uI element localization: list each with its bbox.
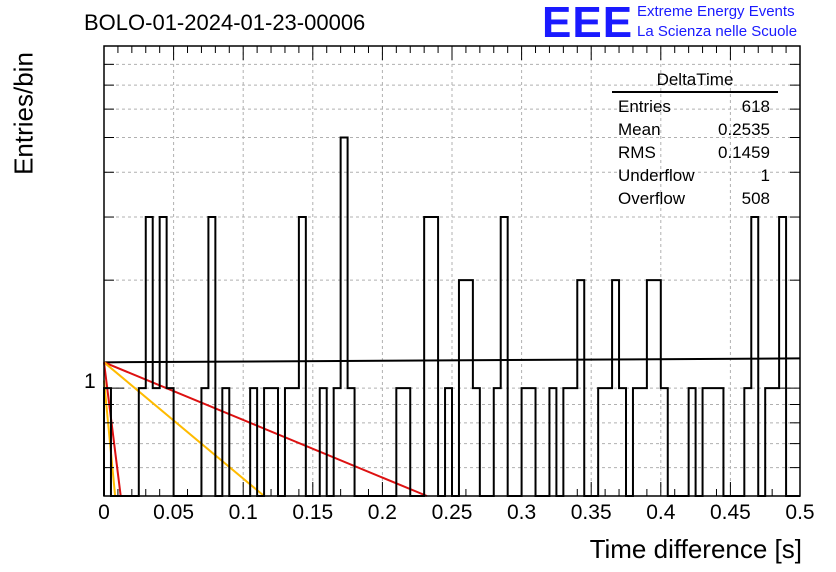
stats-box: DeltaTime Entries 618 Mean 0.2535 RMS 0.145… — [612, 70, 778, 210]
stats-value: 0.1459 — [718, 143, 770, 162]
stats-row-overflow: Overflow 508 — [612, 187, 778, 210]
x-tick-label: 0.25 — [431, 501, 473, 524]
fit-line — [103, 361, 265, 497]
stats-value: 618 — [741, 97, 770, 116]
x-tick-label: 0.4 — [646, 501, 676, 524]
stats-label: Mean — [618, 120, 661, 139]
y-axis-label: Entries/bin — [8, 52, 39, 175]
x-tick-label: 0.1 — [228, 501, 258, 524]
stats-label: Underflow — [618, 166, 695, 185]
fit-line — [103, 380, 117, 497]
logo-subtitle-1: Extreme Energy Events — [637, 3, 795, 20]
stats-row-mean: Mean 0.2535 — [612, 118, 778, 141]
chart-title: BOLO-01-2024-01-23-00006 — [84, 10, 366, 35]
x-axis-label: Time difference [s] — [589, 534, 802, 564]
plot-frame — [103, 45, 801, 497]
fit-lines — [103, 357, 801, 497]
stats-title: DeltaTime — [612, 70, 778, 93]
x-tick-label: 0.35 — [570, 501, 612, 524]
fit-line — [103, 361, 428, 497]
x-tick-label: 0.2 — [367, 501, 397, 524]
x-tick-label: 0.5 — [785, 501, 815, 524]
stats-label: Entries — [618, 97, 671, 116]
fit-line — [103, 362, 122, 497]
stats-label: RMS — [618, 143, 656, 162]
stats-value: 0.2535 — [718, 120, 770, 139]
stats-value: 1 — [760, 166, 770, 185]
stats-value: 508 — [741, 189, 770, 208]
logo-subtitle-2: La Scienza nelle Scuole — [637, 23, 798, 40]
x-tick-label: 0.3 — [506, 501, 537, 524]
x-tick-label: 0.05 — [153, 501, 195, 524]
stats-label: Overflow — [618, 189, 686, 208]
eee-logo: EEE — [542, 0, 634, 47]
stats-row-entries: Entries 618 — [612, 95, 778, 118]
x-tick-label: 0.45 — [709, 501, 751, 524]
stats-row-underflow: Underflow 1 — [612, 164, 778, 187]
fit-line — [103, 357, 801, 364]
y-tick-label: 1 — [84, 370, 96, 393]
stats-row-rms: RMS 0.1459 — [612, 141, 778, 164]
x-tick-label: 0 — [98, 501, 110, 524]
x-tick-label: 0.15 — [292, 501, 334, 524]
